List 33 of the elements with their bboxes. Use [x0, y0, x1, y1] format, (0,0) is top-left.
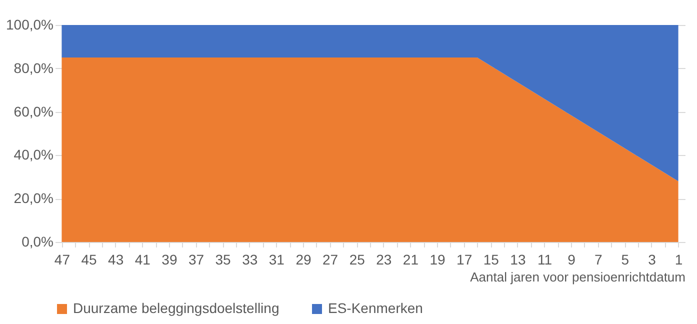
x-tick-label: 27 — [322, 252, 338, 268]
x-tick-label: 39 — [162, 252, 178, 268]
x-tick-label: 33 — [242, 252, 258, 268]
y-tick-label: 0,0% — [22, 234, 54, 250]
y-tick-label: 20,0% — [14, 190, 54, 206]
x-tick-label: 11 — [537, 252, 552, 268]
x-tick-label: 31 — [268, 252, 285, 268]
x-axis-title: Aantal jaren voor pensioenrichtdatum — [470, 270, 686, 284]
x-tick-label: 37 — [188, 252, 204, 268]
x-tick-label: 25 — [349, 252, 366, 268]
x-tick-label: 9 — [568, 252, 576, 268]
y-tick-label: 40,0% — [14, 146, 54, 163]
y-tick-label: 80,0% — [14, 60, 54, 76]
legend-label: ES-Kenmerken — [328, 300, 423, 316]
x-tick-label: 41 — [134, 252, 151, 268]
x-tick-label: 5 — [621, 252, 630, 268]
x-tick-label: 15 — [483, 252, 500, 268]
x-tick-label: 47 — [54, 252, 70, 268]
legend-label: Duurzame beleggingsdoelstelling — [73, 300, 280, 316]
x-tick-label: 23 — [376, 252, 392, 268]
y-tick-label: 60,0% — [14, 103, 54, 120]
y-tick-label: 100,0% — [6, 16, 54, 32]
x-tick-label: 43 — [108, 252, 124, 268]
x-tick-label: 7 — [594, 252, 602, 268]
x-tick-label: 45 — [81, 252, 98, 268]
x-tick-label: 21 — [402, 252, 419, 268]
x-tick-label: 1 — [674, 252, 683, 268]
x-tick-label: 3 — [648, 252, 656, 268]
x-tick-label: 13 — [510, 252, 526, 268]
x-tick-label: 17 — [456, 252, 472, 268]
x-tick-label: 35 — [215, 252, 232, 268]
x-tick-label: 19 — [430, 252, 446, 268]
x-tick-label: 29 — [296, 252, 312, 268]
